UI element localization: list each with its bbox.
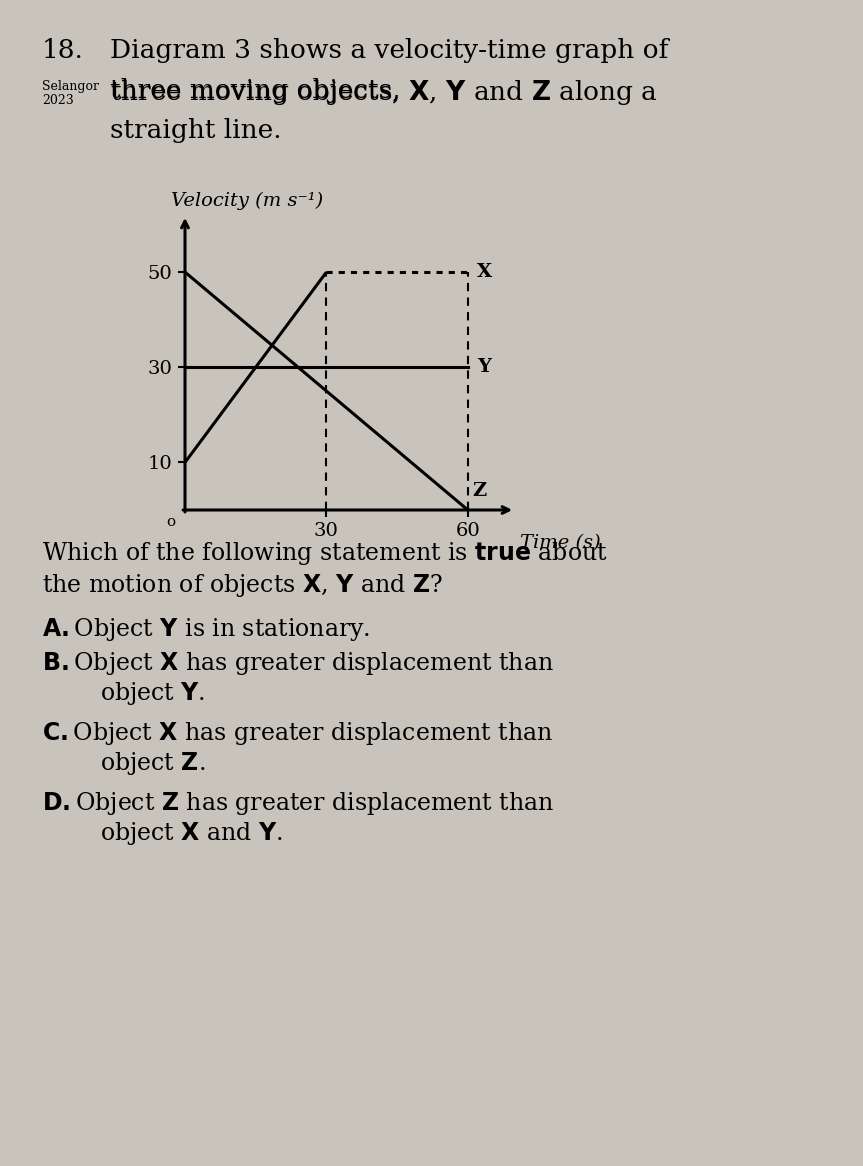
Text: Y: Y	[477, 358, 491, 377]
Text: Selangor: Selangor	[42, 80, 99, 93]
Text: the motion of objects $\mathbf{X}$, $\mathbf{Y}$ and $\mathbf{Z}$?: the motion of objects $\mathbf{X}$, $\ma…	[42, 573, 443, 599]
Text: Z: Z	[473, 483, 487, 500]
Text: 2023: 2023	[42, 94, 73, 107]
Text: three moving objects, $\mathbf{X}$, $\mathbf{Y}$ and $\mathbf{Z}$ along a: three moving objects, $\mathbf{X}$, $\ma…	[110, 78, 658, 107]
Text: o: o	[167, 514, 175, 528]
Text: object $\mathbf{X}$ and $\mathbf{Y}$.: object $\mathbf{X}$ and $\mathbf{Y}$.	[100, 820, 283, 847]
Text: Which of the following statement is $\mathbf{true}$ about: Which of the following statement is $\ma…	[42, 540, 608, 567]
Text: object $\mathbf{Y}$.: object $\mathbf{Y}$.	[100, 680, 205, 707]
Text: 18.: 18.	[42, 38, 84, 63]
Text: Diagram 3 shows a velocity-time graph of: Diagram 3 shows a velocity-time graph of	[110, 38, 668, 63]
Text: straight line.: straight line.	[110, 118, 281, 143]
Text: Velocity (m s⁻¹): Velocity (m s⁻¹)	[171, 192, 323, 210]
Text: object $\mathbf{Z}$.: object $\mathbf{Z}$.	[100, 750, 205, 777]
Text: $\mathbf{C.}$Object $\mathbf{X}$ has greater displacement than: $\mathbf{C.}$Object $\mathbf{X}$ has gre…	[42, 719, 553, 747]
Text: $\mathbf{A.}$Object $\mathbf{Y}$ is in stationary.: $\mathbf{A.}$Object $\mathbf{Y}$ is in s…	[42, 616, 370, 642]
Text: X: X	[477, 264, 493, 281]
Text: $\mathbf{B.}$Object $\mathbf{X}$ has greater displacement than: $\mathbf{B.}$Object $\mathbf{X}$ has gre…	[42, 649, 554, 677]
Text: Time (s): Time (s)	[520, 534, 601, 552]
Text: three moving objects,: three moving objects,	[110, 78, 409, 103]
Text: $\mathbf{D.}$Object $\mathbf{Z}$ has greater displacement than: $\mathbf{D.}$Object $\mathbf{Z}$ has gre…	[42, 791, 554, 817]
